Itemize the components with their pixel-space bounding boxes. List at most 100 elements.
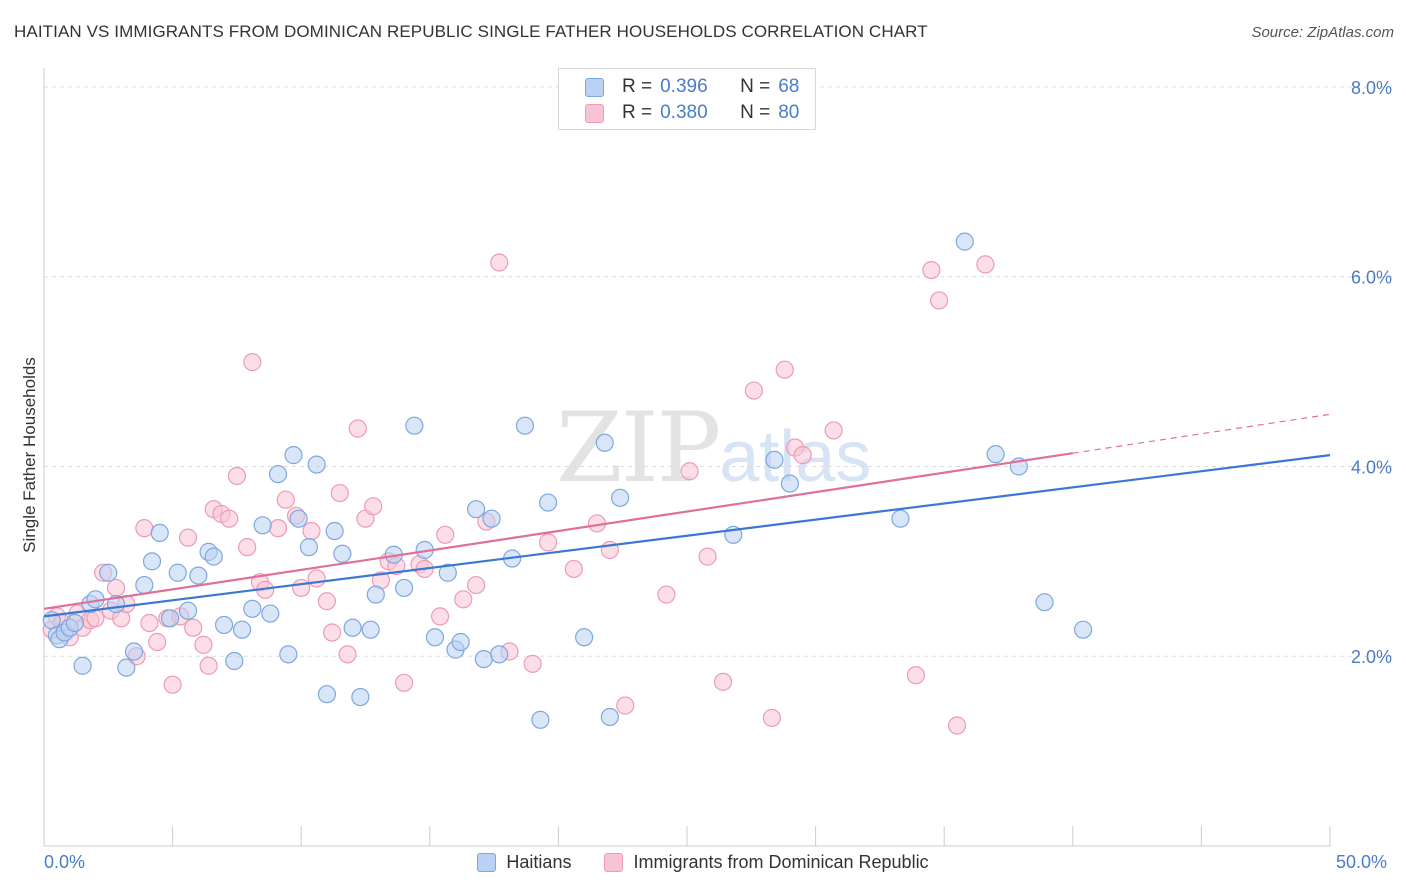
data-point-haitians [99, 563, 118, 582]
legend-swatch-dominican [604, 853, 624, 872]
source-label: Source: ZipAtlas.com [1251, 24, 1394, 41]
data-point-haitians [168, 563, 187, 582]
data-point-haitians [160, 609, 180, 628]
data-point-haitians [780, 474, 799, 493]
correlation-legend: R = 0.396 N = 68 R = 0.380 N = 80 [558, 68, 816, 130]
data-point-dominican [292, 578, 311, 598]
data-point-haitians [232, 620, 252, 639]
grid-lines [44, 86, 1392, 657]
data-point-haitians [1035, 593, 1054, 612]
data-point-haitians [243, 599, 262, 618]
data-point-haitians [343, 618, 362, 637]
data-point-dominican [364, 497, 383, 516]
data-point-haitians [394, 578, 414, 598]
data-point-dominican [148, 632, 167, 652]
data-point-dominican [793, 446, 812, 465]
data-point-haitians [124, 642, 144, 661]
data-point-dominican [616, 696, 635, 715]
data-point-dominican [394, 673, 414, 692]
legend-label-haitians: Haitians [506, 852, 572, 872]
series-legend: Haitians Immigrants from Dominican Repub… [0, 852, 1406, 877]
data-point-dominican [976, 255, 995, 274]
data-point-haitians [268, 464, 288, 484]
data-point-dominican [929, 291, 949, 310]
legend-n-value: 68 [778, 76, 800, 97]
axes [43, 68, 1330, 847]
legend-swatch-dominican [585, 103, 604, 123]
trend-line-haitians [43, 454, 1331, 618]
data-point-haitians [325, 521, 344, 541]
series-dominican-points [42, 253, 995, 735]
y-tick-label: 6.0% [1351, 268, 1392, 288]
legend-swatch-haitians [477, 853, 497, 872]
data-point-haitians [307, 455, 326, 474]
data-point-dominican [539, 533, 558, 552]
data-point-dominican [824, 421, 843, 440]
data-point-dominican [330, 483, 349, 503]
x-tick-label-max: 50.0% [1336, 852, 1388, 872]
data-point-haitians [425, 628, 445, 647]
data-point-dominican [523, 654, 542, 673]
data-point-dominican [220, 509, 239, 528]
data-point-haitians [261, 604, 280, 623]
data-point-dominican [775, 360, 794, 379]
data-point-dominican [268, 519, 288, 538]
data-point-haitians [317, 685, 337, 704]
data-point-haitians [189, 566, 208, 585]
data-point-dominican [276, 490, 295, 509]
data-point-haitians [73, 656, 92, 675]
data-point-haitians [225, 651, 244, 671]
data-point-dominican [227, 466, 246, 486]
data-point-dominican [466, 575, 486, 595]
trend-line-dominican [43, 452, 1073, 610]
data-point-haitians [595, 433, 614, 452]
data-point-dominican [762, 708, 781, 728]
data-point-dominican [163, 675, 182, 694]
trend-line-dominican-extension [1072, 413, 1331, 454]
y-tick-label: 4.0% [1351, 457, 1392, 477]
x-tick-label-min: 0.0% [44, 852, 86, 872]
data-point-haitians [955, 232, 974, 251]
data-point-haitians [466, 500, 486, 519]
data-point-haitians [333, 544, 352, 563]
legend-r-value: 0.380 [660, 102, 708, 123]
data-point-haitians [515, 416, 535, 435]
data-point-dominican [194, 635, 213, 654]
data-point-haitians [284, 446, 303, 465]
data-point-haitians [253, 516, 272, 535]
data-point-dominican [338, 645, 357, 664]
data-point-haitians [142, 552, 162, 571]
data-point-dominican [238, 538, 257, 557]
data-point-dominican [430, 607, 450, 626]
data-point-dominican [922, 260, 941, 280]
data-point-haitians [765, 450, 784, 469]
data-point-dominican [317, 592, 337, 611]
legend-item-haitians[interactable]: Haitians [477, 852, 571, 873]
data-point-haitians [490, 645, 509, 664]
x-axis-ticks [43, 826, 1331, 846]
data-point-dominican [135, 519, 154, 538]
data-point-haitians [150, 523, 169, 543]
data-point-dominican [436, 525, 455, 544]
data-point-haitians [299, 538, 319, 557]
legend-row-dominican: R = 0.380 N = 80 [585, 100, 799, 126]
y-tick-label: 8.0% [1351, 78, 1392, 98]
legend-r-value: 0.396 [660, 76, 708, 97]
data-point-haitians [531, 710, 550, 729]
data-point-haitians [482, 509, 501, 528]
legend-item-dominican[interactable]: Immigrants from Dominican Republic [604, 852, 929, 873]
data-point-dominican [454, 590, 473, 609]
legend-n-value: 80 [778, 102, 800, 123]
watermark: ZIPatlas [556, 392, 871, 504]
data-point-haitians [361, 620, 380, 639]
data-point-haitians [438, 563, 457, 582]
data-point-haitians [351, 687, 370, 707]
legend-r-label: R = [622, 102, 653, 123]
data-point-haitians [474, 649, 493, 669]
data-point-haitians [405, 416, 424, 435]
data-point-dominican [348, 419, 367, 438]
data-point-dominican [906, 666, 926, 685]
data-point-haitians [891, 509, 910, 528]
data-point-haitians [600, 707, 619, 727]
series-haitians-points [42, 232, 1093, 729]
